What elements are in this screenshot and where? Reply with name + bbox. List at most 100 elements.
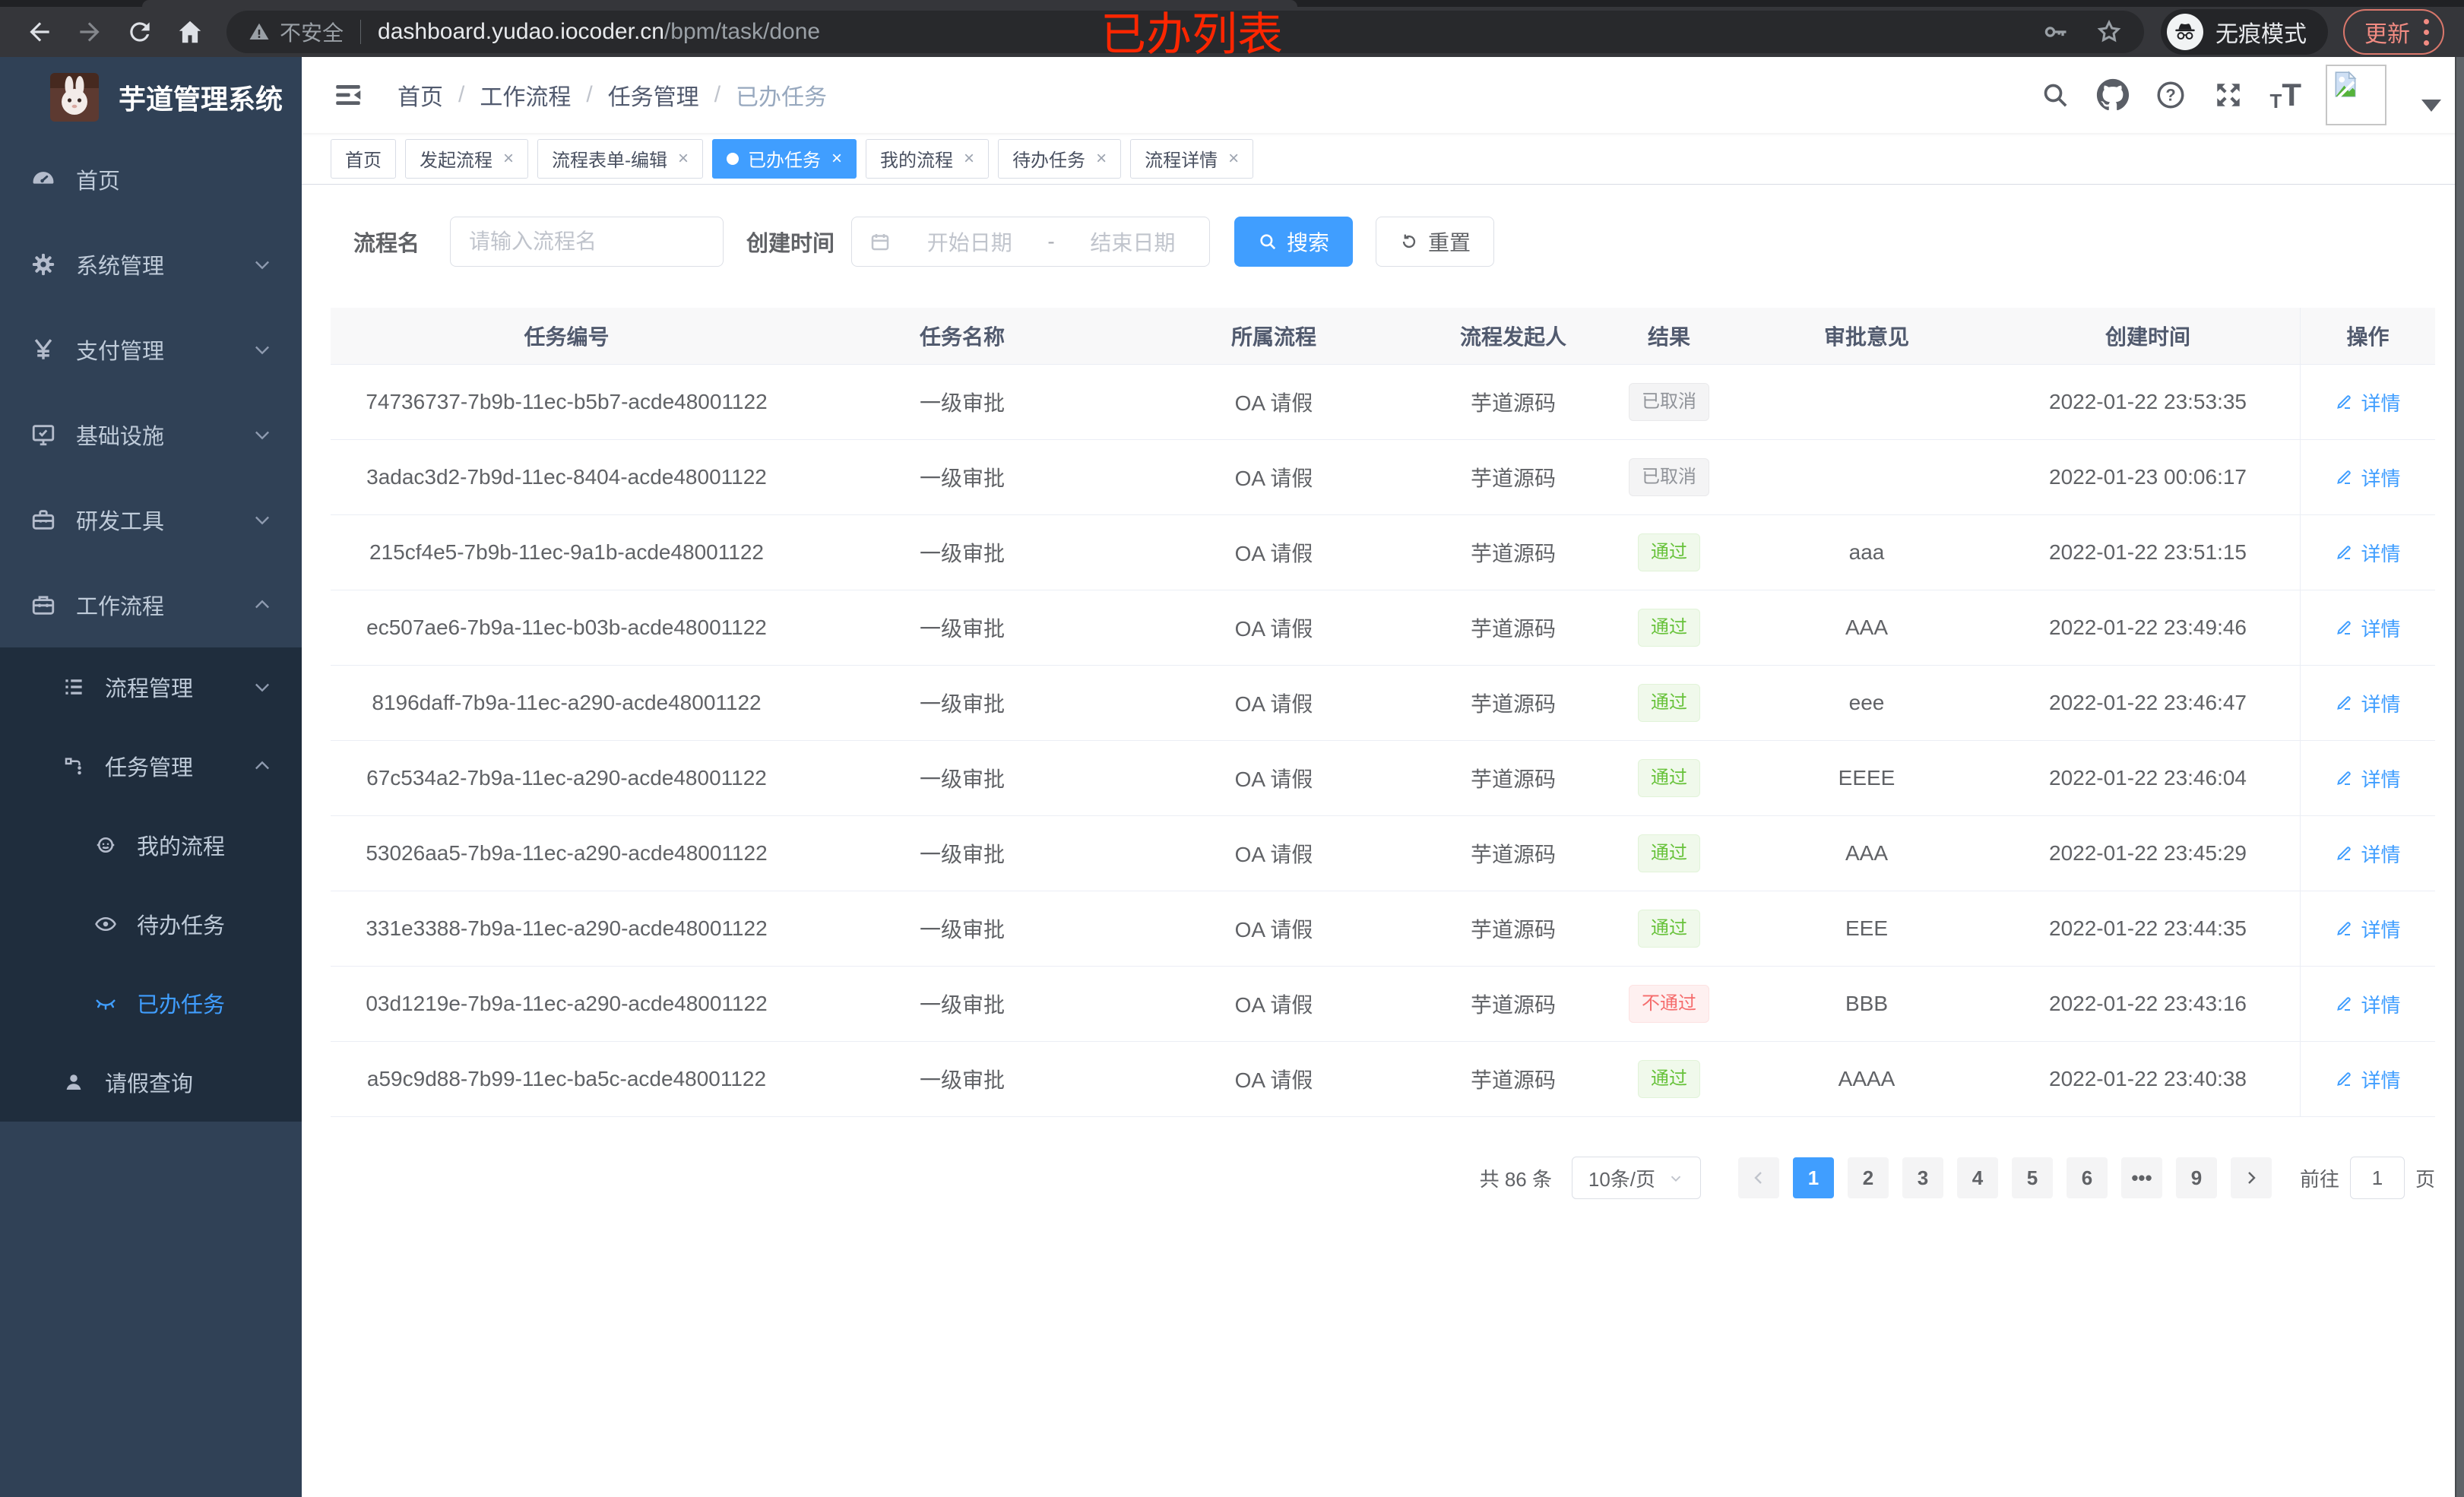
help-icon[interactable]: ? — [2154, 78, 2187, 112]
sidebar-collapse-icon[interactable] — [331, 78, 366, 112]
detail-link[interactable]: 详情 — [2335, 388, 2401, 416]
sidebar-item-home[interactable]: 首页 — [0, 137, 302, 222]
cell-opinion: aaa — [1848, 540, 1885, 564]
tab-todo-tasks[interactable]: 待办任务 × — [998, 138, 1122, 179]
home-button[interactable] — [170, 12, 210, 52]
reset-button[interactable]: 重置 — [1376, 217, 1495, 267]
flow-icon — [62, 755, 85, 777]
tab-done-tasks[interactable]: 已办任务 × — [712, 138, 857, 179]
tab-my-process[interactable]: 我的流程 × — [866, 138, 990, 179]
sidebar-item-label: 支付管理 — [76, 340, 165, 364]
sidebar-item-workflow[interactable]: 工作流程 — [0, 562, 302, 647]
tab-start-process[interactable]: 发起流程 × — [405, 138, 529, 179]
breadcrumb-home[interactable]: 首页 — [397, 85, 443, 110]
detail-link[interactable]: 详情 — [2335, 990, 2401, 1018]
search-button[interactable]: 搜索 — [1234, 217, 1354, 267]
sidebar-item-label: 流程管理 — [105, 677, 194, 701]
tab-close-icon[interactable]: × — [503, 147, 515, 169]
table-row: 03d1219e-7b9a-11ec-a290-acde48001122 一级审… — [331, 967, 2435, 1042]
window-scrollbar[interactable] — [2455, 57, 2464, 1497]
goto-page-input[interactable] — [2349, 1157, 2405, 1199]
cell-task-id: 53026aa5-7b9a-11ec-a290-acde48001122 — [366, 841, 768, 865]
cell-opinion: AAA — [1845, 616, 1889, 639]
key-icon[interactable] — [2042, 18, 2070, 46]
forward-button[interactable] — [70, 12, 109, 52]
pencil-icon — [2337, 621, 2352, 635]
sidebar-item-done-tasks[interactable]: 已办任务 — [0, 964, 302, 1043]
sidebar-item-todo-tasks[interactable]: 待办任务 — [0, 885, 302, 964]
search-icon[interactable] — [2038, 78, 2072, 112]
detail-link[interactable]: 详情 — [2335, 764, 2401, 793]
back-button[interactable] — [20, 12, 59, 52]
browser-active-tab[interactable] — [142, 0, 1297, 7]
tab-close-icon[interactable]: × — [964, 147, 975, 169]
update-button[interactable]: 更新 — [2343, 9, 2444, 55]
breadcrumb-workflow[interactable]: 工作流程 — [480, 85, 572, 110]
chevron-down-icon — [252, 509, 273, 530]
tab-close-icon[interactable]: × — [831, 147, 843, 169]
table-row: 67c534a2-7b9a-11ec-a290-acde48001122 一级审… — [331, 741, 2435, 816]
svg-text:?: ? — [2166, 86, 2176, 105]
avatar-caret-icon[interactable] — [2421, 100, 2441, 112]
sidebar-item-task-mgmt[interactable]: 任务管理 — [0, 726, 302, 805]
refresh-button[interactable] — [120, 12, 160, 52]
process-name-label: 流程名 — [353, 232, 420, 256]
detail-link[interactable]: 详情 — [2335, 539, 2401, 567]
github-icon[interactable] — [2096, 78, 2130, 112]
detail-link[interactable]: 详情 — [2335, 614, 2401, 642]
page-button-9[interactable]: 9 — [2175, 1157, 2217, 1198]
cell-task-name: 一级审批 — [919, 391, 1005, 415]
date-range-picker[interactable]: 开始日期 - 结束日期 — [851, 217, 1211, 267]
breadcrumb-task-mgmt[interactable]: 任务管理 — [607, 85, 699, 110]
table-row: ec507ae6-7b9a-11ec-b03b-acde48001122 一级审… — [331, 590, 2435, 666]
tab-close-icon[interactable]: × — [1096, 147, 1107, 169]
tab-close-icon[interactable]: × — [678, 147, 689, 169]
page-button-4[interactable]: 4 — [1956, 1157, 1998, 1198]
cell-opinion: EEEE — [1838, 766, 1896, 790]
sidebar-item-leave-query[interactable]: 请假查询 — [0, 1043, 302, 1122]
page-button-1[interactable]: 1 — [1792, 1157, 1834, 1198]
sidebar-item-process-mgmt[interactable]: 流程管理 — [0, 647, 302, 726]
page-button-3[interactable]: 3 — [1902, 1157, 1943, 1198]
address-bar[interactable]: 不安全 dashboard.yudao.iocoder.cn/bpm/task/… — [226, 11, 2144, 53]
detail-link[interactable]: 详情 — [2335, 689, 2401, 717]
process-name-input[interactable] — [450, 217, 724, 267]
search-icon — [1258, 232, 1278, 252]
detail-link[interactable]: 详情 — [2335, 464, 2401, 492]
page-button-5[interactable]: 5 — [2011, 1157, 2053, 1198]
tab-process-detail[interactable]: 流程详情 × — [1130, 138, 1254, 179]
sidebar-item-payment[interactable]: 支付管理 — [0, 307, 302, 392]
fullscreen-icon[interactable] — [2212, 78, 2245, 112]
page-button-6[interactable]: 6 — [2066, 1157, 2108, 1198]
browser-menu-icon[interactable] — [2424, 18, 2429, 46]
cell-opinion: eee — [1848, 691, 1885, 714]
cell-starter: 芋道源码 — [1470, 617, 1556, 641]
page-size-select[interactable]: 10条/页 — [1571, 1157, 1701, 1199]
avatar[interactable] — [2326, 65, 2386, 125]
sidebar-item-devtools[interactable]: 研发工具 — [0, 477, 302, 562]
sidebar-item-my-process[interactable]: 我的流程 — [0, 805, 302, 885]
sidebar-item-infra[interactable]: 基础设施 — [0, 392, 302, 477]
prev-page-button[interactable] — [1737, 1157, 1779, 1198]
result-badge: 已取消 — [1629, 383, 1709, 421]
tab-home[interactable]: 首页 — [331, 138, 396, 179]
security-indicator[interactable]: 不安全 — [248, 17, 344, 47]
toolbox-icon — [30, 507, 56, 533]
cell-opinion: EEE — [1845, 916, 1889, 940]
date-separator: - — [1047, 229, 1055, 253]
next-page-button[interactable] — [2230, 1157, 2272, 1198]
sidebar-item-label: 工作流程 — [76, 595, 165, 619]
pencil-icon — [2337, 922, 2352, 935]
tab-close-icon[interactable]: × — [1228, 147, 1240, 169]
app-logo[interactable]: 芋道管理系统 — [0, 57, 302, 137]
detail-link[interactable]: 详情 — [2335, 840, 2401, 868]
detail-link[interactable]: 详情 — [2335, 915, 2401, 943]
sidebar-item-system[interactable]: 系统管理 — [0, 222, 302, 307]
app-title: 芋道管理系统 — [119, 83, 283, 115]
bookmark-star-icon[interactable] — [2095, 18, 2123, 46]
detail-link[interactable]: 详情 — [2335, 1065, 2401, 1093]
more-pages-button[interactable]: ••• — [2120, 1157, 2162, 1198]
tab-form-edit[interactable]: 流程表单-编辑 × — [537, 138, 704, 179]
page-button-2[interactable]: 2 — [1847, 1157, 1889, 1198]
